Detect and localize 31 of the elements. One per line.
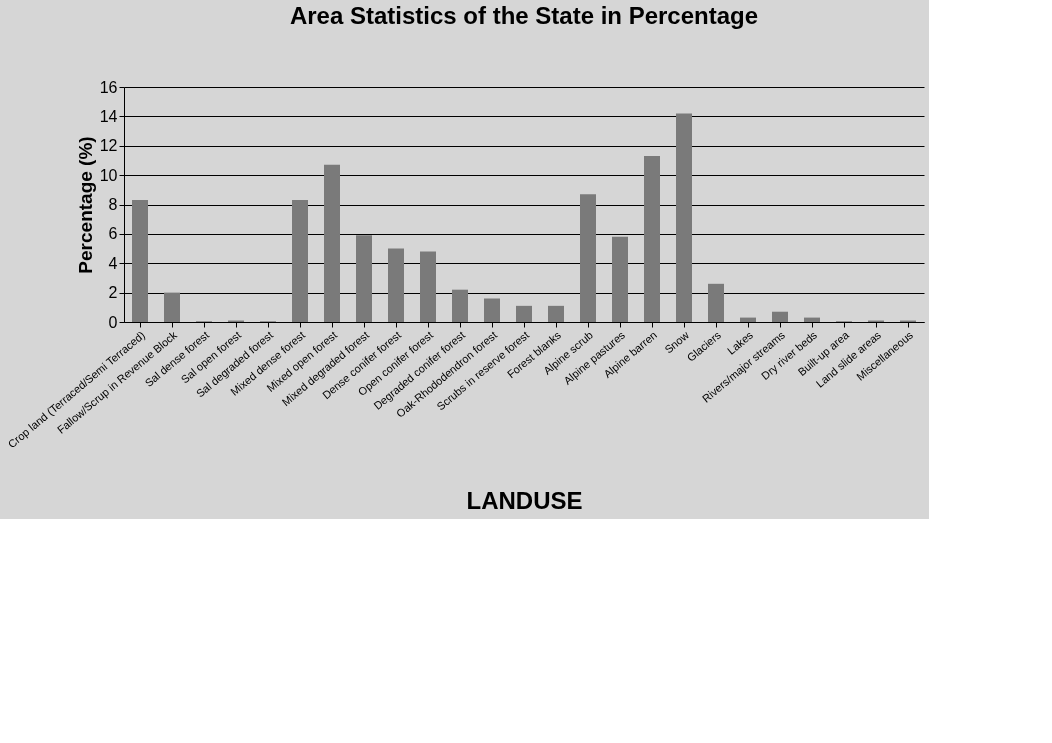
x-axis-title: LANDUSE (466, 487, 583, 515)
bar (676, 113, 692, 322)
y-tick-label: 6 (108, 225, 118, 243)
y-tick-label: 16 (99, 78, 118, 96)
bar (164, 292, 180, 322)
bar (452, 289, 468, 322)
bar (420, 251, 436, 322)
bar (804, 317, 820, 322)
bar (644, 156, 660, 322)
y-tick-label: 8 (108, 196, 118, 213)
bar (292, 200, 308, 322)
y-tick-label: 4 (108, 254, 118, 272)
bar (484, 298, 500, 322)
y-tick-label: 0 (108, 313, 118, 331)
chart-title: Area Statistics of the State in Percentage (289, 2, 759, 29)
bar (740, 317, 756, 322)
y-tick-label: 10 (99, 166, 118, 184)
y-tick-label: 2 (108, 284, 118, 302)
bar (708, 283, 724, 322)
bar (612, 236, 628, 322)
bar (356, 235, 372, 322)
y-tick-label: 14 (99, 107, 118, 125)
bar (580, 194, 596, 322)
bar (772, 311, 788, 322)
y-axis-title: Percentage (%) (74, 136, 96, 274)
bar (548, 305, 564, 322)
y-tick-label: 12 (99, 137, 118, 155)
bar (324, 164, 340, 322)
bar (388, 248, 404, 322)
bar (132, 200, 148, 322)
bar (516, 305, 532, 322)
